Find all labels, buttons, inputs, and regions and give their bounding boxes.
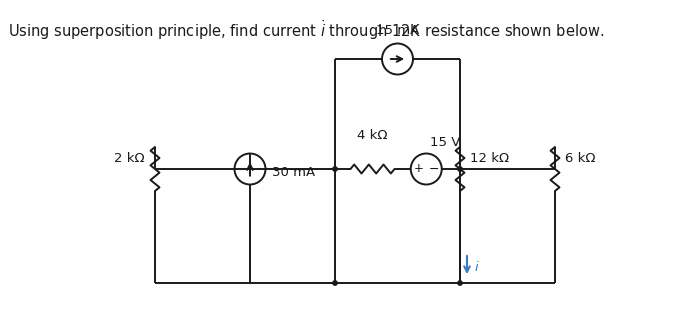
- Text: 15 V: 15 V: [430, 135, 460, 149]
- Text: Using superposition principle, find current $\mathit{\dot{i}}$ through 12K resis: Using superposition principle, find curr…: [8, 18, 604, 42]
- Circle shape: [458, 281, 462, 285]
- Text: −: −: [429, 162, 439, 176]
- Text: 2 kΩ: 2 kΩ: [114, 152, 145, 165]
- Circle shape: [458, 167, 462, 171]
- Text: 6 kΩ: 6 kΩ: [565, 152, 595, 165]
- Text: 12 kΩ: 12 kΩ: [470, 152, 509, 165]
- Circle shape: [333, 281, 338, 285]
- Text: $i$: $i$: [474, 260, 480, 274]
- Text: 4 kΩ: 4 kΩ: [357, 129, 387, 142]
- Text: 15 mA: 15 mA: [376, 23, 419, 37]
- Text: +: +: [414, 162, 424, 176]
- Text: 30 mA: 30 mA: [271, 167, 315, 179]
- Circle shape: [333, 167, 338, 171]
